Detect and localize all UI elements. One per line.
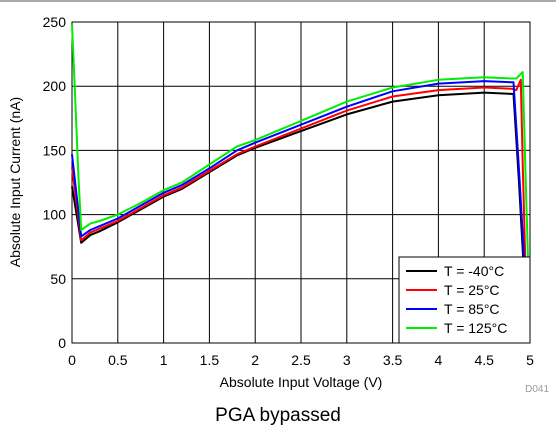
y-tick-label: 250 xyxy=(43,14,67,30)
legend-label: T = 25°C xyxy=(444,282,500,298)
x-tick-label: 0 xyxy=(68,352,76,368)
x-tick-label: 3 xyxy=(343,352,351,368)
x-tick-label: 1 xyxy=(160,352,168,368)
y-tick-label: 150 xyxy=(43,142,67,158)
y-axis-title: Absolute Input Current (nA) xyxy=(7,97,23,267)
y-tick-label: 50 xyxy=(50,271,66,287)
series-line-3 xyxy=(71,80,526,267)
legend: T = -40°C T = 25°C T = 85°C T = 125°C xyxy=(398,256,531,344)
series-lines xyxy=(71,24,530,267)
grid xyxy=(72,22,530,343)
y-tick-label: 200 xyxy=(43,78,67,94)
y-tick-label: 0 xyxy=(58,335,66,351)
plot-frame xyxy=(71,21,531,344)
series-line-2 xyxy=(71,78,527,267)
x-tick-label: 4.5 xyxy=(474,352,494,368)
x-axis-title: Absolute Input Voltage (V) xyxy=(220,374,383,390)
y-tick-labels: 0 50 100 150 200 250 xyxy=(43,14,67,351)
x-tick-labels: 0 0.5 1 1.5 2 2.5 3 3.5 4 4.5 5 xyxy=(68,352,534,368)
x-tick-label: 5 xyxy=(526,352,534,368)
x-tick-label: 4 xyxy=(435,352,443,368)
legend-label: T = -40°C xyxy=(444,263,504,279)
x-tick-label: 3.5 xyxy=(383,352,403,368)
x-tick-label: 1.5 xyxy=(200,352,220,368)
x-tick-label: 2.5 xyxy=(291,352,311,368)
legend-label: T = 85°C xyxy=(444,301,500,317)
legend-label: T = 125°C xyxy=(444,320,507,336)
series-line-4 xyxy=(71,24,530,267)
y-tick-label: 100 xyxy=(43,207,67,223)
x-tick-label: 2 xyxy=(251,352,259,368)
series-line-1 xyxy=(71,91,525,267)
x-tick-label: 0.5 xyxy=(108,352,128,368)
chart-caption: PGA bypassed xyxy=(215,405,341,426)
figure-code: D041 xyxy=(525,384,549,395)
